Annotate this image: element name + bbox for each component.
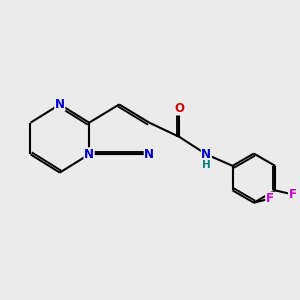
Text: O: O	[174, 102, 184, 115]
Text: N: N	[84, 148, 94, 161]
Text: H: H	[202, 160, 211, 170]
Text: F: F	[266, 192, 274, 205]
Text: N: N	[144, 148, 154, 161]
Text: N: N	[55, 98, 65, 111]
Text: F: F	[289, 188, 296, 201]
Text: N: N	[201, 148, 211, 161]
